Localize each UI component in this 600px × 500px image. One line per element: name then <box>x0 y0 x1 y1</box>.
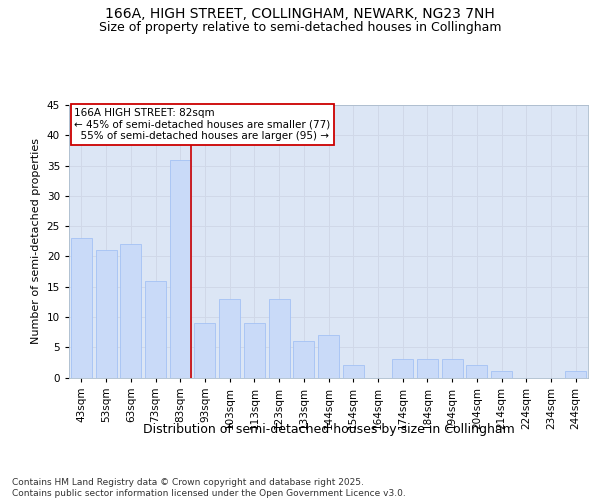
Bar <box>293 341 314 378</box>
Bar <box>565 372 586 378</box>
Bar <box>71 238 92 378</box>
Bar <box>417 360 438 378</box>
Bar <box>194 323 215 378</box>
Bar <box>392 360 413 378</box>
Text: 166A, HIGH STREET, COLLINGHAM, NEWARK, NG23 7NH: 166A, HIGH STREET, COLLINGHAM, NEWARK, N… <box>105 8 495 22</box>
Text: Distribution of semi-detached houses by size in Collingham: Distribution of semi-detached houses by … <box>143 422 515 436</box>
Bar <box>95 250 116 378</box>
Bar <box>145 280 166 378</box>
Bar <box>244 323 265 378</box>
Bar <box>170 160 191 378</box>
Text: Size of property relative to semi-detached houses in Collingham: Size of property relative to semi-detach… <box>99 21 501 34</box>
Bar <box>219 299 240 378</box>
Y-axis label: Number of semi-detached properties: Number of semi-detached properties <box>31 138 41 344</box>
Bar <box>442 360 463 378</box>
Bar <box>491 372 512 378</box>
Bar <box>269 299 290 378</box>
Bar <box>318 335 339 378</box>
Text: 166A HIGH STREET: 82sqm
← 45% of semi-detached houses are smaller (77)
  55% of : 166A HIGH STREET: 82sqm ← 45% of semi-de… <box>74 108 331 141</box>
Bar <box>120 244 141 378</box>
Bar <box>466 366 487 378</box>
Bar <box>343 366 364 378</box>
Text: Contains HM Land Registry data © Crown copyright and database right 2025.
Contai: Contains HM Land Registry data © Crown c… <box>12 478 406 498</box>
